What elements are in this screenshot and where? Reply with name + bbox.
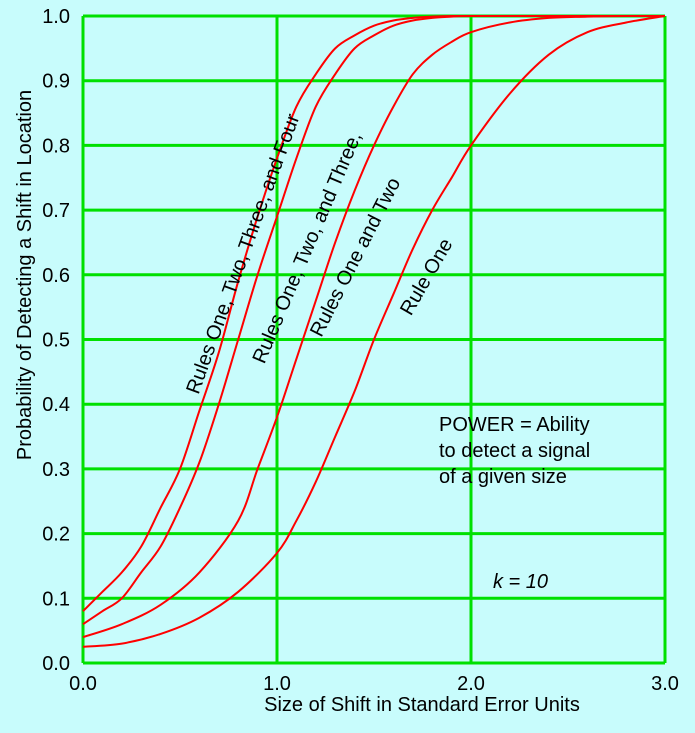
x-tick-label: 1.0 xyxy=(263,673,291,695)
x-tick-label: 0.0 xyxy=(69,673,97,695)
y-tick-label: 0.7 xyxy=(42,200,70,222)
x-tick-label: 2.0 xyxy=(457,673,485,695)
y-tick-label: 0.6 xyxy=(42,265,70,287)
y-tick-label: 0.5 xyxy=(42,330,70,352)
y-tick-label: 0.8 xyxy=(42,135,70,157)
x-axis-label: Size of Shift in Standard Error Units xyxy=(264,694,580,716)
y-tick-label: 0.2 xyxy=(42,524,70,546)
tick-layer: 0.0 0.1 0.2 0.3 0.4 0.5 0.6 0.7 0.8 0.9 1.0 0.0 1.0 2… xyxy=(42,6,679,695)
x-tick-label: 3.0 xyxy=(651,673,679,695)
series-line-4 xyxy=(82,15,666,648)
series-line-2 xyxy=(82,14,665,626)
y-tick-label: 1.0 xyxy=(42,6,70,28)
y-tick-label: 0.0 xyxy=(42,653,70,675)
y-tick-label: 0.1 xyxy=(42,588,70,610)
series-label-1: Rules One, Two, Three, and Four xyxy=(182,111,304,397)
power-annotation-line2: to detect a signal xyxy=(439,440,590,462)
y-tick-label: 0.4 xyxy=(42,394,70,416)
series-line-1 xyxy=(82,14,665,612)
series-line-3 xyxy=(82,14,666,639)
k-annotation: k = 10 xyxy=(493,571,548,593)
y-tick-label: 0.3 xyxy=(42,459,70,481)
series-label-4: Rule One xyxy=(396,235,457,319)
series-layer xyxy=(82,14,666,648)
y-tick-label: 0.9 xyxy=(42,71,70,93)
power-annotation-line1: POWER = Ability xyxy=(439,414,590,436)
y-axis-label: Probability of Detecting a Shift in Loca… xyxy=(14,90,36,460)
power-annotation-line3: of a given size xyxy=(439,466,567,488)
